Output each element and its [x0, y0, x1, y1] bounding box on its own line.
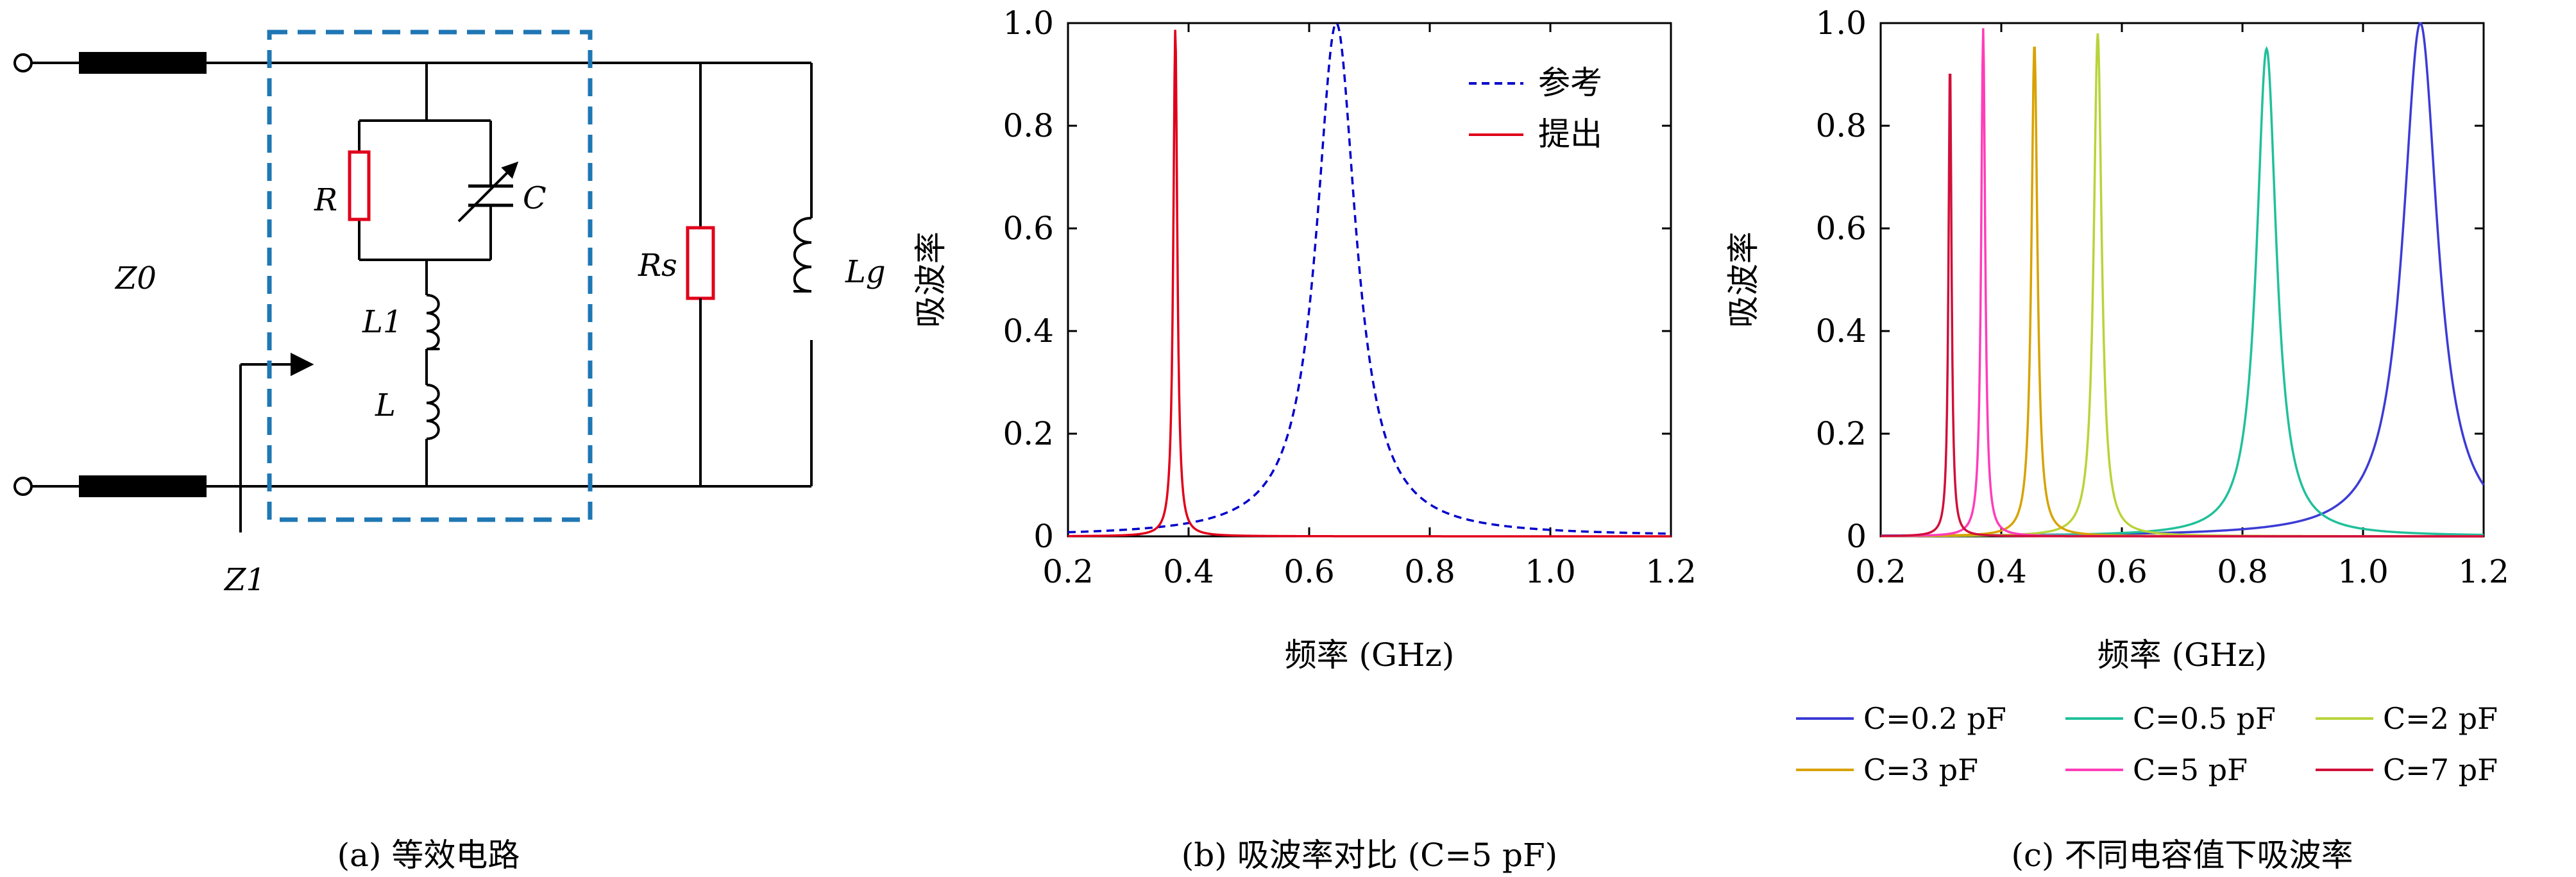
series-line-提出 — [1068, 30, 1671, 538]
terminal-bottom — [13, 477, 33, 496]
label-C: C — [523, 180, 547, 216]
x-tick-label: 0.6 — [2096, 553, 2148, 590]
inductor-Lg — [793, 217, 812, 293]
y-tick-label: 0.6 — [1815, 210, 1867, 247]
series-line-参考 — [1067, 22, 1672, 535]
caption-b: (b) 吸波率对比 (C=5 pF) — [1182, 837, 1557, 874]
caption-c: (c) 不同电容值下吸波率 — [2012, 837, 2353, 874]
y-tick-label: 0.8 — [1003, 107, 1054, 144]
plot-frame-c — [1879, 22, 2485, 538]
label-L1: L1 — [362, 304, 402, 340]
caption-a: (a) 等效电路 — [337, 837, 520, 874]
series-c — [1880, 22, 2485, 538]
transmission-line-bottom — [79, 475, 207, 497]
resistor-Rs — [686, 226, 715, 300]
legend-label-ref: 参考 — [1538, 64, 1602, 101]
circuit-diagram — [13, 52, 813, 532]
x-tick-label: 1.0 — [1525, 553, 1576, 590]
terminal-top — [13, 53, 33, 72]
series-line-C=2 pF — [1881, 33, 2484, 538]
y-tick-label: 0.2 — [1003, 415, 1054, 452]
legend-label: C=5 pF — [2133, 753, 2248, 787]
y-tick-label: 1.0 — [1003, 4, 1054, 42]
series-line-C=0.2 pF — [1881, 22, 2485, 537]
x-tick-label: 0.6 — [1284, 553, 1335, 590]
resistor-R — [348, 150, 371, 221]
circuit-labels: R C L1 L Rs Lg Z0 Z1 — [114, 180, 886, 598]
x-tick-label: 1.2 — [1645, 553, 1697, 590]
legend-label: C=3 pF — [1863, 753, 1978, 787]
series-line-C=3 pF — [1880, 46, 2484, 538]
ticks-b: 0.2 0.4 0.6 0.8 1.0 1.200.20.40.60.81.0 — [1003, 4, 1696, 590]
x-tick-label: 1.0 — [2337, 553, 2389, 590]
y-axis-label-c: 吸波率 — [1725, 232, 1762, 328]
x-tick-label: 0.2 — [1042, 553, 1094, 590]
label-R: R — [314, 182, 337, 218]
y-axis-label-b: 吸波率 — [912, 232, 949, 328]
series-line-C=5 pF — [1881, 28, 2484, 538]
arrow-icon — [291, 352, 314, 377]
y-tick-label: 0.6 — [1003, 210, 1054, 247]
legend-label: C=0.2 pF — [1863, 701, 2006, 736]
legend-label-proposed: 提出 — [1538, 115, 1602, 153]
transmission-line-top — [79, 52, 207, 74]
series-b — [1067, 22, 1672, 538]
chart-c: 0.2 0.4 0.6 0.8 1.0 1.200.20.40.60.81.0 频率 (G… — [1725, 4, 2509, 787]
x-tick-label: 0.8 — [2217, 553, 2268, 590]
inductor-L1 — [426, 294, 440, 350]
x-tick-label: 0.4 — [1163, 553, 1214, 590]
y-tick-label: 0.4 — [1815, 312, 1867, 350]
legend-label: C=2 pF — [2383, 701, 2498, 736]
x-axis-label-c: 频率 (GHz) — [2097, 636, 2267, 674]
x-axis-label-b: 频率 (GHz) — [1285, 636, 1455, 674]
x-tick-label: 0.8 — [1404, 553, 1455, 590]
y-tick-label: 0.4 — [1003, 312, 1054, 350]
series-line-C=7 pF — [1880, 73, 2484, 538]
label-Rs: Rs — [638, 248, 677, 284]
y-tick-label: 0.8 — [1815, 107, 1867, 144]
series-line-C=0.5 pF — [1881, 46, 2484, 538]
variable-arrow-icon — [457, 162, 518, 223]
x-tick-label: 0.4 — [1976, 553, 2027, 590]
x-tick-label: 1.2 — [2458, 553, 2509, 590]
label-Lg: Lg — [845, 254, 886, 290]
ticks-c: 0.2 0.4 0.6 0.8 1.0 1.200.20.40.60.81.0 — [1815, 4, 2509, 590]
dashed-box — [267, 30, 593, 522]
legend-label: C=0.5 pF — [2133, 701, 2276, 736]
inductor-L — [426, 384, 440, 440]
label-Z0: Z0 — [114, 260, 157, 296]
x-tick-label: 0.2 — [1855, 553, 1906, 590]
y-tick-label: 0 — [1033, 518, 1054, 555]
y-tick-label: 1.0 — [1815, 4, 1867, 42]
label-Z1: Z1 — [223, 562, 266, 598]
y-tick-label: 0.2 — [1815, 415, 1867, 452]
legend-b: 参考 提出 — [1469, 64, 1602, 153]
label-L: L — [375, 387, 396, 423]
y-tick-label: 0 — [1846, 518, 1867, 555]
chart-b: 0.2 0.4 0.6 0.8 1.0 1.200.20.40.60.81.0 频率 (G… — [912, 4, 1697, 674]
legend-label: C=7 pF — [2383, 753, 2498, 787]
legend-c: C=0.2 pF C=0.5 pF C=2 pF C=3 pF C=5 pF C=7 pF — [1796, 701, 2498, 787]
